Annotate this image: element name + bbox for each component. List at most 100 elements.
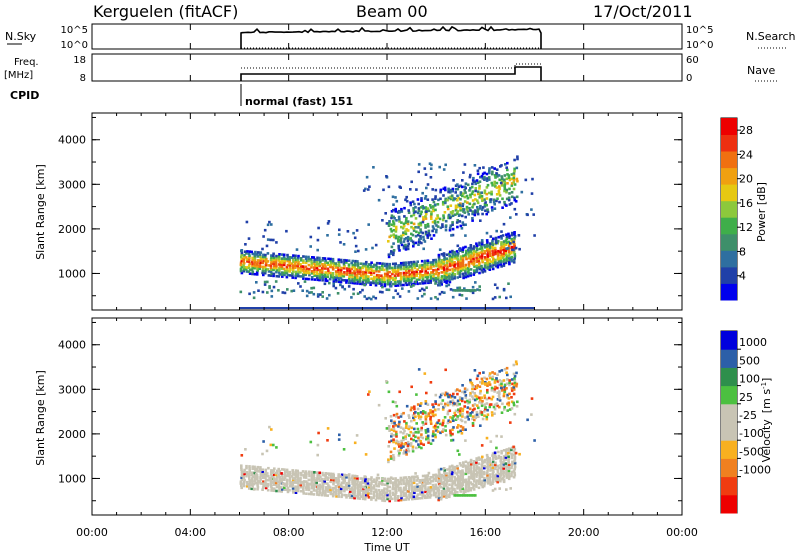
power-cell <box>493 283 497 286</box>
power-cell <box>245 268 248 271</box>
velocity-cell <box>286 470 289 474</box>
power-cell <box>492 200 496 204</box>
velocity-cell <box>465 482 468 486</box>
power-cell <box>437 273 440 277</box>
velocity-cell <box>429 489 433 492</box>
power-cell <box>404 219 408 222</box>
velocity-cell <box>392 483 395 486</box>
power-cell <box>488 268 492 271</box>
velocity-cell <box>255 472 258 476</box>
power-cell <box>448 250 452 254</box>
velocity-cell <box>505 450 508 453</box>
velocity-cell <box>392 427 396 430</box>
velocity-cell <box>403 492 406 496</box>
power-cell <box>392 220 395 223</box>
velocity-cell <box>491 489 495 492</box>
velocity-cell <box>293 477 297 480</box>
power-cell <box>247 258 251 261</box>
power-cell <box>459 202 462 205</box>
velocity-cell <box>491 464 494 467</box>
power-cell <box>409 201 412 204</box>
velocity-cell <box>321 489 325 493</box>
velocity-cell <box>273 487 276 490</box>
velocity-cell <box>367 496 371 499</box>
power-cell <box>504 163 507 166</box>
velocity-cell <box>399 430 402 434</box>
velocity-cell <box>448 469 452 472</box>
velocity-cell <box>505 387 508 390</box>
velocity-colorbar-title: Velocity <box>760 419 773 463</box>
velocity-colorbar-tick-label: 1000 <box>739 336 767 349</box>
velocity-cell <box>444 429 447 432</box>
velocity-cell <box>324 472 327 475</box>
velocity-cell <box>471 397 475 401</box>
velocity-cell <box>469 412 472 415</box>
power-cell <box>492 253 495 257</box>
velocity-cell <box>261 482 265 485</box>
velocity-cell <box>419 404 422 407</box>
power-cell <box>478 243 481 247</box>
power-cell <box>364 266 368 270</box>
velocity-cell <box>318 487 322 491</box>
velocity-cell <box>515 362 518 366</box>
velocity-cell <box>409 444 413 447</box>
power-cell <box>410 225 413 229</box>
power-cell <box>461 214 464 218</box>
power-cell <box>283 273 286 277</box>
power-cell <box>326 279 329 283</box>
velocity-cell <box>442 493 445 496</box>
power-cell <box>387 240 390 243</box>
velocity-cell <box>339 475 342 478</box>
power-cell <box>364 262 368 266</box>
velocity-cell <box>374 480 378 484</box>
power-cell <box>502 240 506 243</box>
power-cell <box>425 210 428 213</box>
power-cell <box>393 264 397 267</box>
power-cell <box>417 207 421 210</box>
power-cell <box>435 217 438 221</box>
velocity-cell <box>452 419 455 422</box>
power-cell <box>353 282 357 285</box>
velocity-cell <box>432 473 435 477</box>
power-cell <box>432 273 435 276</box>
velocity-cell <box>505 470 508 473</box>
power-cell <box>342 262 346 266</box>
velocity-cell <box>244 448 247 451</box>
power-cell <box>301 265 305 268</box>
power-cell <box>486 245 489 248</box>
power-cell <box>503 250 506 253</box>
power-cell <box>392 262 395 266</box>
velocity-cell <box>283 476 287 479</box>
velocity-cell <box>475 411 479 414</box>
velocity-cell <box>411 414 415 417</box>
velocity-cell <box>410 493 414 497</box>
power-cell <box>440 279 443 282</box>
power-cell <box>495 186 499 189</box>
velocity-cell <box>461 483 465 486</box>
power-cell <box>432 227 435 231</box>
velocity-cell <box>478 480 481 484</box>
velocity-cell <box>394 401 397 404</box>
velocity-cell <box>382 495 386 499</box>
power-cell <box>324 261 327 264</box>
power-cell <box>492 257 495 261</box>
velocity-cell <box>456 415 459 418</box>
power-cell <box>500 175 504 178</box>
power-cell <box>480 264 483 268</box>
power-cell <box>266 268 270 271</box>
velocity-cell <box>411 497 414 501</box>
power-cell <box>431 198 434 201</box>
power-cell <box>345 281 348 284</box>
velocity-cell <box>313 471 316 474</box>
velocity-cell <box>470 482 473 486</box>
power-cell <box>329 257 332 261</box>
velocity-cell <box>415 483 419 486</box>
power-cell <box>307 255 310 259</box>
nave-tick-low: 0 <box>686 73 692 84</box>
velocity-cell <box>515 384 518 388</box>
velocity-cell <box>422 410 425 413</box>
power-cell <box>385 222 389 225</box>
power-cell <box>263 265 267 269</box>
power-cell <box>434 208 437 212</box>
velocity-colorbar-tick-label: 100 <box>739 373 760 386</box>
